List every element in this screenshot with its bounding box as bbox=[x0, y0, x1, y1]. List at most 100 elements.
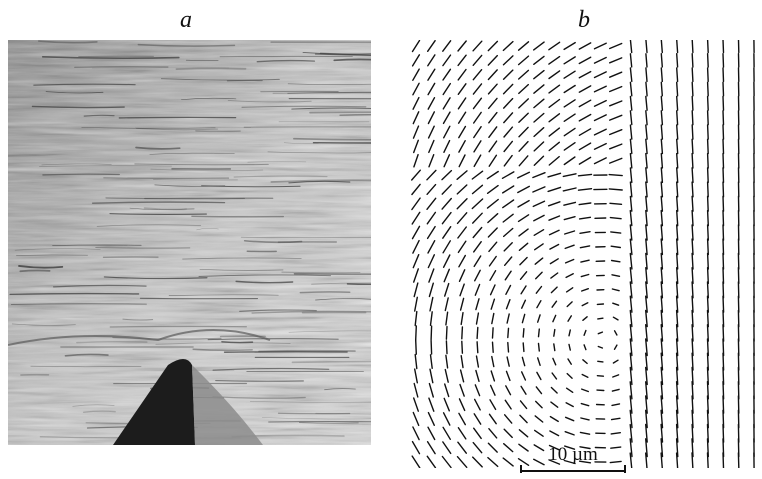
director-vector bbox=[691, 281, 694, 299]
director-vector bbox=[567, 358, 573, 365]
director-vector bbox=[443, 125, 451, 139]
director-vector bbox=[427, 82, 436, 96]
director-vector bbox=[429, 368, 434, 384]
director-vector bbox=[675, 366, 679, 386]
director-vector bbox=[533, 98, 545, 109]
director-vector bbox=[461, 326, 464, 340]
director-vector bbox=[691, 438, 694, 458]
director-vector bbox=[722, 266, 725, 285]
director-vector bbox=[503, 126, 514, 138]
director-vector bbox=[610, 417, 621, 421]
director-vector bbox=[722, 195, 725, 212]
director-vector bbox=[488, 111, 498, 124]
director-vector bbox=[565, 402, 574, 408]
director-vector bbox=[593, 85, 607, 93]
director-vector bbox=[578, 216, 592, 220]
director-vector bbox=[520, 299, 527, 309]
director-vector bbox=[428, 153, 435, 168]
director-vector bbox=[472, 226, 483, 239]
director-vector bbox=[644, 352, 648, 371]
director-vector bbox=[475, 298, 480, 311]
director-vector bbox=[608, 57, 623, 64]
director-vector bbox=[675, 423, 679, 443]
director-vector bbox=[502, 227, 514, 238]
director-vector bbox=[660, 238, 664, 256]
director-vector bbox=[414, 325, 418, 341]
director-vector bbox=[593, 128, 607, 136]
director-vector bbox=[502, 97, 514, 109]
director-vector bbox=[441, 197, 452, 210]
director-vector bbox=[414, 353, 418, 370]
director-vector bbox=[583, 344, 587, 351]
director-vector bbox=[660, 152, 664, 169]
director-vector bbox=[442, 240, 451, 254]
director-vector bbox=[520, 285, 527, 295]
director-vector bbox=[457, 97, 467, 110]
director-vector bbox=[476, 341, 479, 354]
director-vector bbox=[676, 138, 679, 155]
director-vector bbox=[706, 138, 709, 155]
director-vector bbox=[629, 209, 633, 227]
director-vector bbox=[502, 40, 514, 52]
director-vector bbox=[691, 124, 694, 140]
director-vector bbox=[660, 395, 664, 414]
director-vector bbox=[676, 152, 679, 169]
director-vector bbox=[676, 110, 679, 126]
director-vector bbox=[412, 397, 420, 412]
director-vector bbox=[489, 384, 496, 396]
director-vector bbox=[645, 209, 648, 227]
director-vector bbox=[502, 457, 514, 467]
director-vector bbox=[444, 383, 450, 398]
director-vector bbox=[444, 282, 450, 297]
director-vector bbox=[430, 325, 433, 341]
director-vector bbox=[645, 224, 648, 241]
director-vector bbox=[549, 243, 560, 250]
director-vector bbox=[428, 397, 435, 412]
director-vector bbox=[676, 209, 679, 227]
director-vector bbox=[644, 395, 648, 414]
director-vector bbox=[610, 245, 622, 249]
director-vector bbox=[581, 373, 589, 378]
director-vector bbox=[411, 183, 421, 196]
director-vector bbox=[645, 95, 648, 111]
director-vector bbox=[660, 295, 664, 313]
director-vector bbox=[533, 444, 545, 452]
director-vector bbox=[427, 239, 436, 254]
director-vector bbox=[522, 328, 525, 338]
director-vector bbox=[611, 388, 620, 392]
director-vector bbox=[489, 399, 497, 411]
director-vector bbox=[549, 415, 559, 423]
director-vector bbox=[612, 359, 619, 364]
director-vector bbox=[505, 370, 511, 382]
director-vector bbox=[442, 412, 451, 426]
director-vector bbox=[578, 113, 592, 122]
director-vector bbox=[579, 446, 591, 450]
director-vector bbox=[471, 184, 484, 195]
director-vector bbox=[533, 155, 545, 167]
director-vector bbox=[412, 268, 420, 283]
director-vector bbox=[533, 243, 544, 251]
director-vector bbox=[580, 402, 590, 407]
director-vector bbox=[443, 268, 450, 283]
director-vector bbox=[520, 385, 527, 395]
director-vector bbox=[502, 69, 514, 80]
director-vector bbox=[501, 185, 515, 194]
director-vector bbox=[536, 300, 542, 309]
director-vector bbox=[580, 417, 590, 421]
director-vector bbox=[629, 95, 633, 111]
director-vector bbox=[533, 126, 545, 138]
director-vector bbox=[563, 459, 576, 465]
director-vector bbox=[676, 95, 679, 111]
director-vector bbox=[706, 40, 709, 54]
director-vector bbox=[533, 228, 545, 237]
director-vector bbox=[629, 295, 633, 313]
director-vector bbox=[706, 95, 709, 111]
director-vector bbox=[660, 67, 664, 83]
director-vector bbox=[442, 68, 452, 81]
director-vector bbox=[505, 385, 512, 396]
director-vector bbox=[429, 296, 434, 312]
director-vector bbox=[645, 266, 648, 285]
director-vector bbox=[456, 198, 468, 210]
director-vector bbox=[629, 40, 633, 54]
director-vector bbox=[517, 69, 530, 80]
